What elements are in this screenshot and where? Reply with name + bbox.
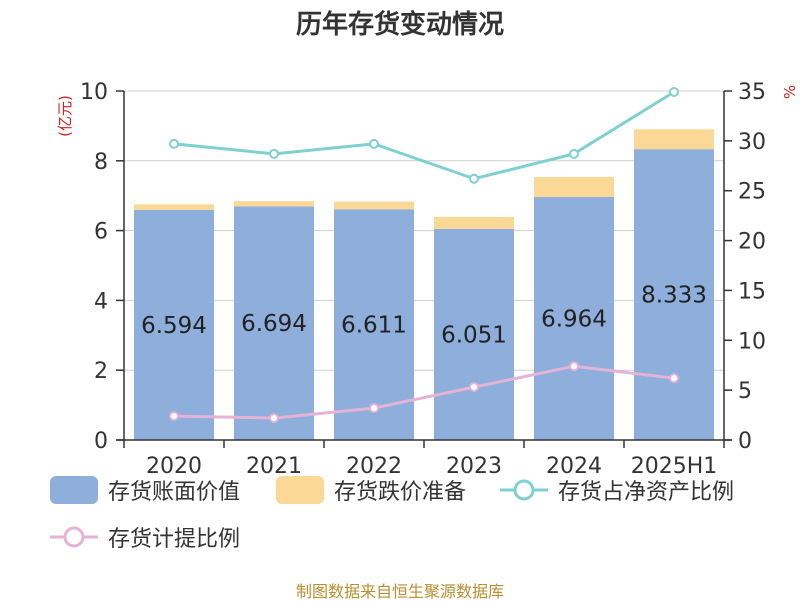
x-tick-label: 2021 [246,454,302,479]
bar-book-value [434,228,514,440]
legend-swatch-impairment [276,476,324,504]
point-inventory-ratio [569,148,579,159]
legend-label-inventory-ratio: 存货占净资产比例 [558,480,735,505]
legend-line-provision-ratio-icon [50,526,98,548]
bar-book-value [134,209,214,440]
bar-impairment [134,204,214,210]
point-inventory-ratio [369,138,379,149]
legend-swatch-book-value [50,476,98,504]
right-tick-label: 5 [738,379,752,404]
left-tick-label: 2 [94,359,108,384]
point-provision-ratio [269,413,279,424]
legend-line-inventory-ratio-icon [500,479,548,501]
bar-value-label: 6.051 [441,322,507,348]
bar-value-label: 8.333 [641,283,707,309]
point-provision-ratio [369,403,379,414]
x-tick-label: 2020 [146,454,202,479]
point-inventory-ratio [169,138,179,149]
left-axis-unit: (亿元) [56,95,74,137]
bar-impairment [334,201,414,210]
line-provision-ratio [173,364,675,420]
point-inventory-ratio [469,173,479,184]
line-inventory-ratio [173,90,675,181]
left-tick-label: 4 [94,289,108,314]
legend-item-inventory-ratio[interactable]: 存货占净资产比例 [500,474,734,506]
point-inventory-ratio [269,148,279,159]
bar-value-label: 6.694 [241,311,307,337]
point-provision-ratio [669,373,679,384]
bar-impairment [434,216,514,229]
x-tick-label: 2025H1 [631,454,718,479]
x-tick-label: 2022 [346,454,402,479]
left-tick-label: 6 [94,220,108,245]
point-provision-ratio [469,382,479,393]
lines-layer [169,86,679,424]
bar-value-label: 6.611 [341,313,407,339]
chart-title: 历年存货变动情况 [295,10,504,40]
bars-layer [134,129,714,441]
labels-layer: 6.594 6.694 6.611 6.051 6.964 8.333 [141,283,707,349]
right-tick-label: 15 [738,279,766,304]
right-tick-label: 30 [738,130,766,155]
point-provision-ratio [169,411,179,422]
point-inventory-ratio [669,86,679,97]
x-tick-label: 2023 [446,454,502,479]
right-tick-label: 10 [738,329,766,354]
x-tick-label: 2024 [546,454,602,479]
left-tick-label: 8 [94,150,108,175]
right-axis-unit: % [781,85,799,99]
bar-book-value [534,196,614,440]
right-tick-label: 25 [738,180,766,205]
legend-label-book-value: 存货账面价值 [108,480,241,505]
legend-label-impairment: 存货跌价准备 [334,480,467,505]
axes-layer: 0 2 4 6 8 10 0 5 10 15 20 25 30 35 2020 2021 2022 2023 202… [56,80,799,479]
point-provision-ratio [569,361,579,372]
right-tick-label: 20 [738,230,766,255]
bar-impairment [234,201,314,207]
legend-label-provision-ratio: 存货计提比例 [108,527,241,552]
bar-value-label: 6.964 [541,306,607,332]
right-tick-label: 0 [738,429,752,454]
left-tick-label: 10 [80,80,108,105]
bar-impairment [534,177,614,197]
bar-book-value [634,149,714,441]
source-note: 制图数据来自恒生聚源数据库 [295,582,504,601]
legend-item-book-value[interactable]: 存货账面价值 [50,474,240,506]
bar-book-value [234,206,314,440]
bar-value-label: 6.594 [141,313,207,339]
left-tick-label: 0 [94,429,108,454]
legend-item-provision-ratio[interactable]: 存货计提比例 [50,521,240,553]
right-tick-label: 35 [738,80,766,105]
bar-impairment [634,129,714,150]
legend-item-impairment[interactable]: 存货跌价准备 [276,474,466,506]
